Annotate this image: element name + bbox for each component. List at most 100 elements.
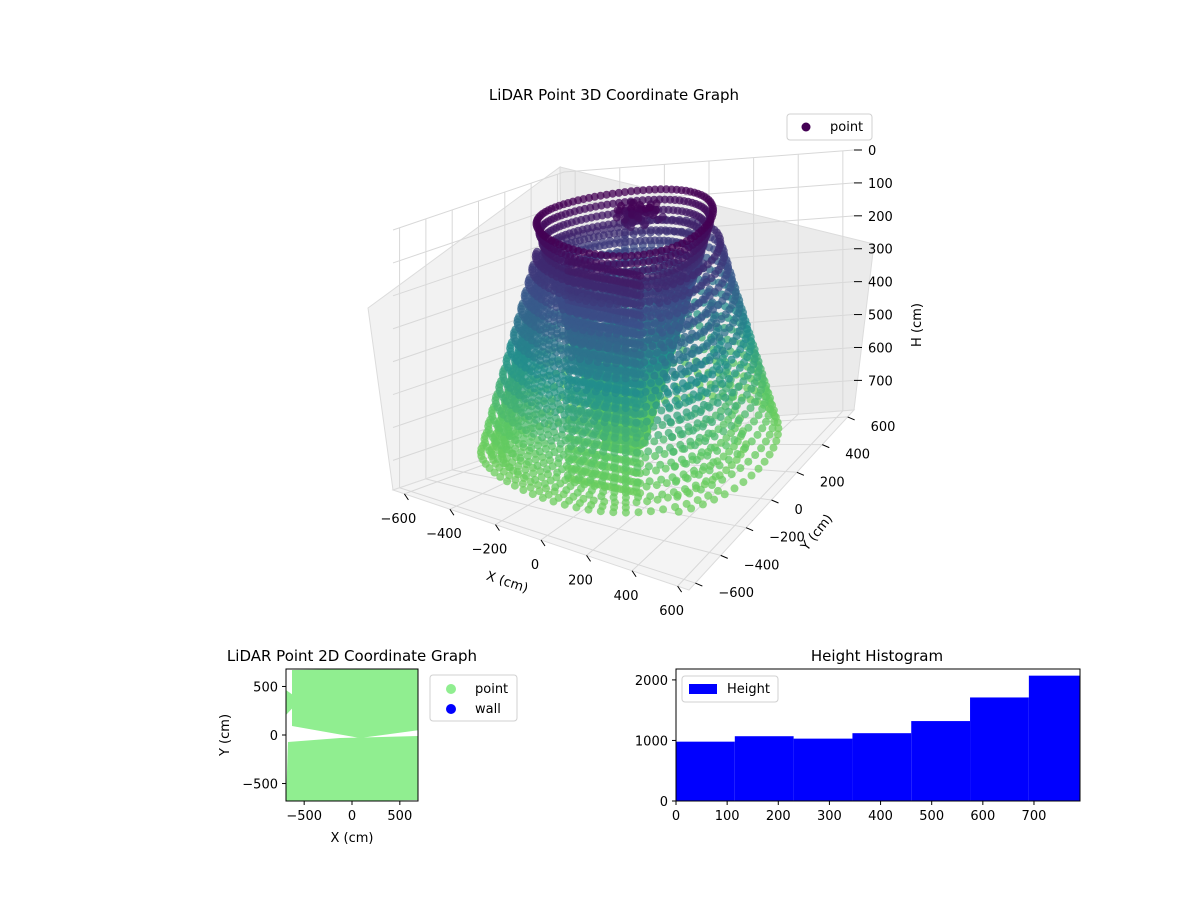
cloud-point [561, 336, 570, 345]
cloud-point [602, 359, 611, 367]
cloud-point [737, 430, 746, 438]
cloud-point [576, 280, 585, 289]
cloud-point [632, 403, 640, 412]
cloud-point [719, 420, 728, 429]
cloud-point [509, 449, 518, 458]
cloud-point [768, 424, 777, 433]
cloud-point [636, 301, 645, 310]
cloud-point [591, 250, 600, 259]
cloud-point [746, 404, 755, 413]
cloud-point [650, 319, 659, 328]
cloud-point [568, 427, 577, 436]
cloud-point [544, 314, 553, 323]
cloud-point [655, 445, 664, 454]
cloud-point [769, 443, 778, 452]
cloud-point [682, 459, 690, 468]
cloud-point [570, 279, 579, 288]
cloud-point [702, 477, 711, 486]
cloud-point [515, 391, 524, 400]
cloud-point [521, 465, 530, 474]
cloud-point [493, 455, 502, 463]
cloud-point [559, 350, 568, 359]
cloud-point [720, 490, 729, 499]
cloud-point [627, 251, 636, 260]
cloud-point [552, 303, 561, 312]
cloud-point [656, 313, 665, 322]
cloud-point [673, 385, 682, 394]
cloud-point [652, 466, 660, 475]
cloud-point [576, 355, 584, 363]
cloud-point [658, 328, 667, 337]
cloud-point [515, 422, 524, 431]
cloud-point [558, 425, 567, 434]
cloud-point [663, 388, 672, 397]
cloud-point [537, 387, 546, 396]
cloud-point [522, 426, 531, 435]
cloud-point [705, 403, 714, 412]
cloud-point [545, 345, 554, 354]
cloud-point [724, 342, 733, 351]
cloud-point [540, 419, 549, 428]
cloud-point [732, 455, 741, 464]
cloud-point [646, 312, 655, 321]
cloud-point [753, 430, 762, 439]
cloud-point [747, 384, 756, 393]
cloud-point [626, 223, 635, 232]
cloud-point [640, 424, 649, 433]
cloud-point [741, 443, 750, 452]
cloud-point [680, 306, 689, 315]
cloud-point [652, 481, 661, 490]
cloud-point [587, 327, 596, 336]
cloud-point [555, 379, 564, 388]
cloud-point [706, 443, 715, 452]
cloud-point [636, 350, 645, 359]
cloud-point [710, 495, 719, 504]
cloud-point [510, 481, 519, 490]
cloud-point [670, 356, 679, 364]
cloud-point [675, 323, 684, 332]
cloud-point [713, 398, 722, 407]
cloud-point [758, 404, 767, 413]
cloud-point [671, 370, 680, 379]
cloud-point [503, 477, 512, 486]
cloud-point [659, 343, 668, 352]
cloud-point [651, 185, 659, 194]
cloud-point [646, 492, 655, 501]
cloud-point [640, 438, 649, 447]
cloud-point [649, 356, 658, 365]
cloud-point [656, 460, 665, 469]
cloud-point [773, 430, 782, 439]
cloud-point [521, 394, 530, 403]
cloud-point [651, 452, 660, 460]
cloud-point [584, 356, 593, 365]
cloud-point [636, 281, 645, 290]
cloud-point [598, 284, 607, 293]
cloud-point [727, 355, 736, 364]
cloud-point [715, 333, 724, 342]
cloud-point [716, 413, 725, 422]
cloud-point [604, 329, 613, 338]
cloud-point [633, 463, 642, 472]
cloud-point [563, 322, 572, 331]
cloud-point [633, 259, 642, 268]
cloud-point [538, 342, 547, 351]
cloud-point [592, 372, 601, 381]
cloud-point [650, 371, 659, 380]
cloud-point [547, 331, 556, 340]
cloud-point [574, 369, 583, 378]
cloud-point [516, 453, 525, 462]
cloud-point [717, 314, 726, 323]
cloud-point [597, 251, 605, 260]
cloud-point [596, 191, 605, 200]
cloud-point [654, 431, 663, 439]
cloud-point [636, 321, 645, 330]
cloud-point [649, 305, 658, 314]
cloud-point [656, 185, 665, 194]
cloud-point [654, 284, 663, 293]
cloud-point [754, 464, 763, 473]
cloud-point [683, 382, 691, 391]
grid-line-z [392, 149, 855, 231]
cloud-point [630, 344, 639, 353]
cloud-point [612, 359, 621, 368]
cloud-point [571, 324, 580, 333]
